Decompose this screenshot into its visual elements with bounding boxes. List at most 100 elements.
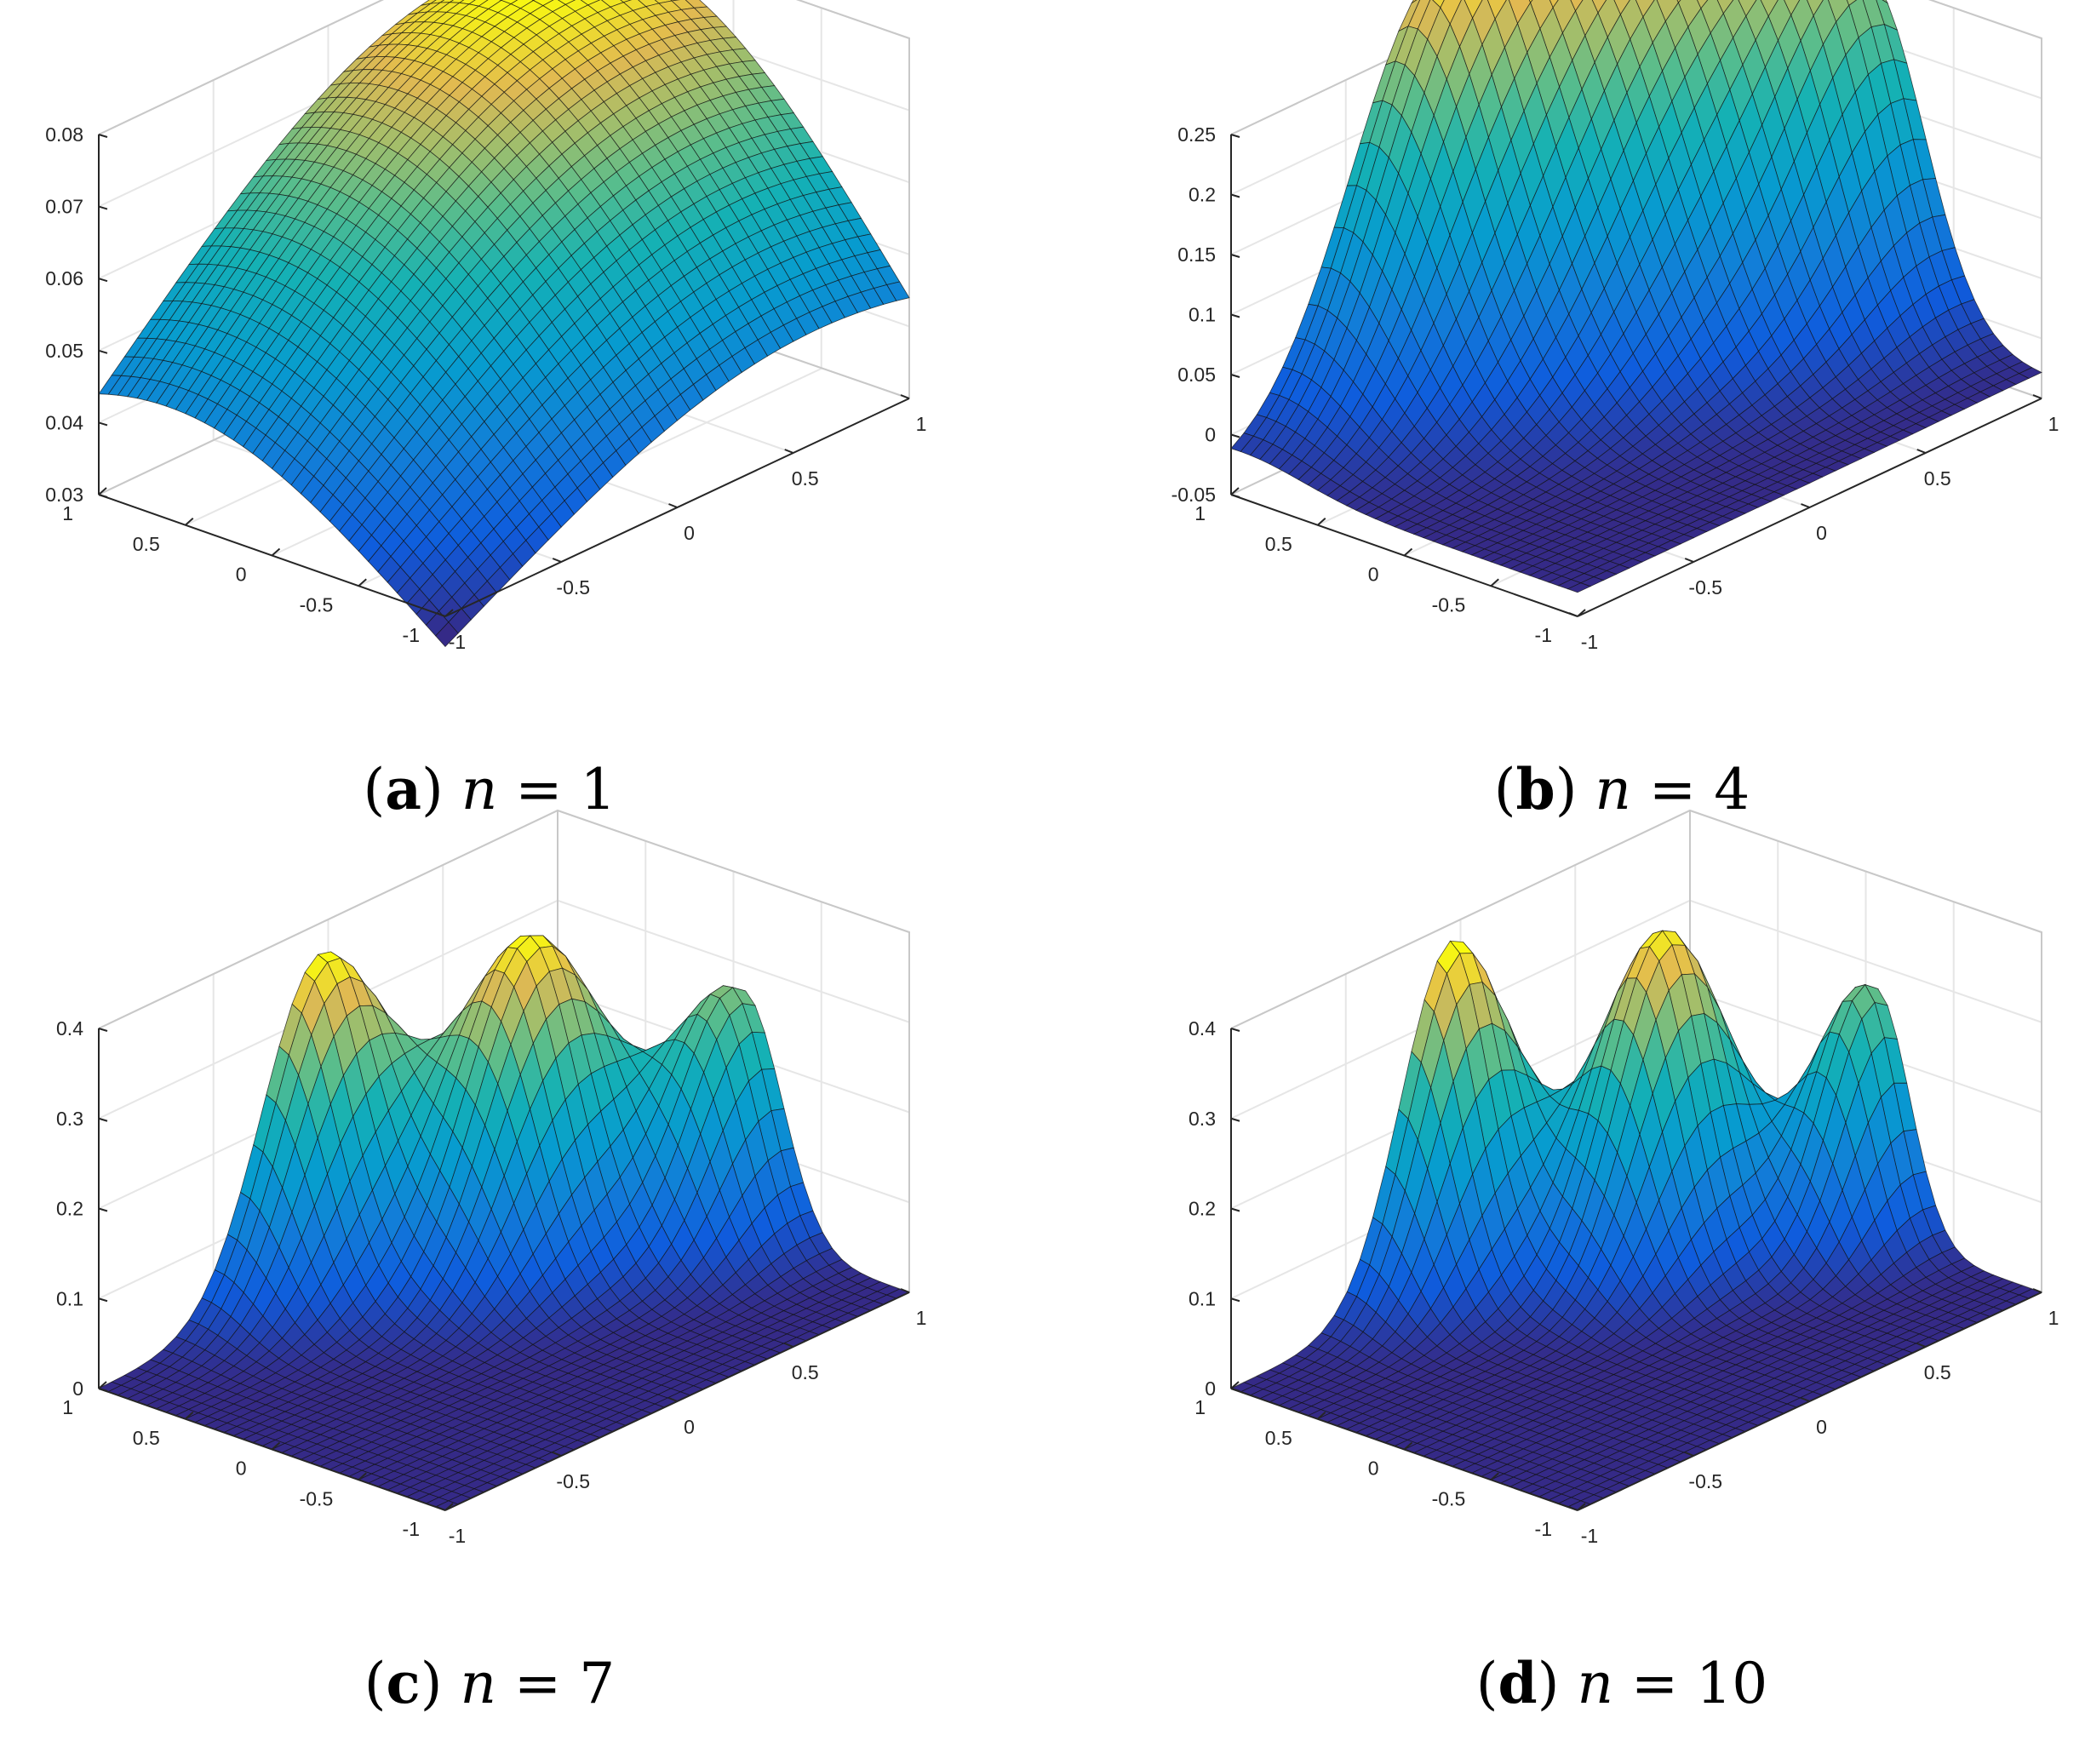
z-tick-label: 0.1 (56, 1287, 83, 1309)
caption-equals: = (497, 757, 580, 822)
z-tick-label: 0 (1205, 1377, 1216, 1400)
front-axes: 0 0.1 0.2 0.3 0.4 -1 -0.5 0 0.5 1 -1 -0.5 0 0.5 1 (1189, 1017, 2059, 1547)
y-tick-label: -1 (1535, 1518, 1552, 1540)
z-tick-label: 0.2 (1189, 1198, 1216, 1220)
y-tick-label: 1 (62, 502, 73, 524)
z-tick-label: 0.3 (56, 1108, 83, 1130)
y-tick-label: -0.5 (300, 1487, 334, 1509)
caption-a: (a) n = 1 (363, 756, 616, 822)
caption-equals: = (496, 1651, 579, 1716)
panel-a: 0.03 0.04 0.05 0.06 0.07 0.08 -1 -0.5 0 0.5 1 -1 -0.… (45, 0, 926, 653)
x-tick-label: 1 (2048, 1307, 2059, 1329)
surface (97, 935, 911, 1511)
caption-equals: = (1613, 1651, 1696, 1716)
caption-variable: n (1595, 757, 1631, 822)
y-tick-label: 0 (236, 564, 247, 586)
y-tick-label: -0.5 (1432, 593, 1466, 616)
z-tick-label: 0.1 (1189, 1287, 1216, 1309)
caption-variable: n (460, 1651, 496, 1716)
z-tick-label: 0.2 (1189, 184, 1216, 206)
z-tick-label: 0.05 (45, 340, 83, 362)
panel-d: 0 0.1 0.2 0.3 0.4 -1 -0.5 0 0.5 1 -1 -0.5 0 0.5 1 (1189, 809, 2059, 1547)
y-tick-label: 0 (236, 1458, 247, 1480)
x-tick-label: 0 (684, 1416, 695, 1438)
front-axes: -0.05 0 0.05 0.1 0.15 0.2 0.25 -1 -0.5 0 0.5 1 -1 -0.… (1171, 123, 2059, 653)
x-tick-label: 1 (2048, 413, 2059, 435)
z-tick-label: 0.15 (1177, 243, 1216, 266)
y-tick-label: 1 (1194, 1396, 1206, 1418)
z-tick-label: 0 (1205, 424, 1216, 446)
x-tick-label: 0 (1816, 1416, 1827, 1438)
y-tick-label: 0 (1368, 564, 1379, 586)
y-tick-label: 0.5 (133, 1427, 160, 1449)
y-tick-label: 0.5 (1265, 1427, 1292, 1449)
caption-c: (c) n = 7 (364, 1650, 615, 1716)
caption-d: (d) n = 10 (1476, 1650, 1767, 1716)
caption-tag: d (1498, 1650, 1538, 1716)
z-tick-label: 0.04 (45, 411, 83, 433)
caption-paren-close: ) (1555, 757, 1595, 822)
y-tick-label: 0.5 (1265, 533, 1292, 555)
x-tick-label: 0 (1816, 522, 1827, 544)
x-tick-label: -1 (1581, 631, 1598, 653)
z-tick-label: 0.1 (1189, 304, 1216, 326)
y-tick-label: -1 (403, 1518, 420, 1540)
x-tick-label: -1 (449, 1525, 466, 1547)
z-tick-label: 0.3 (1189, 1108, 1216, 1130)
y-tick-label: -1 (403, 624, 420, 646)
caption-paren-open: ( (363, 757, 385, 822)
x-tick-label: -1 (449, 631, 466, 653)
front-axes: 0.03 0.04 0.05 0.06 0.07 0.08 -1 -0.5 0 0.5 1 -1 -0.… (45, 123, 926, 653)
x-tick-label: 0.5 (1924, 467, 1951, 490)
z-tick-label: 0.06 (45, 267, 83, 289)
caption-value: 1 (581, 757, 616, 822)
z-tick-label: 0.05 (1177, 364, 1216, 386)
z-tick-label: 0.07 (45, 196, 83, 218)
x-tick-label: -1 (1581, 1525, 1598, 1547)
x-tick-label: 0.5 (1924, 1361, 1951, 1383)
z-tick-label: 0.4 (1189, 1017, 1216, 1040)
y-tick-label: 0 (1368, 1458, 1379, 1480)
panel-c: 0 0.1 0.2 0.3 0.4 -1 -0.5 0 0.5 1 -1 -0.5 0 0.5 1 (56, 809, 926, 1547)
caption-variable: n (461, 757, 498, 822)
y-tick-label: -0.5 (1432, 1487, 1466, 1509)
x-tick-label: -0.5 (1688, 576, 1722, 598)
z-tick-label: 0.2 (56, 1198, 83, 1220)
y-tick-label: 0.5 (133, 533, 160, 555)
x-tick-label: 0.5 (792, 467, 819, 490)
x-tick-label: 1 (916, 1307, 927, 1329)
z-tick-label: -0.05 (1171, 484, 1216, 506)
y-tick-label: 1 (1194, 502, 1206, 524)
y-tick-label: -1 (1535, 624, 1552, 646)
caption-variable: n (1577, 1651, 1613, 1716)
caption-paren-close: ) (421, 757, 461, 822)
caption-equals: = (1631, 757, 1714, 822)
caption-value: 7 (579, 1651, 615, 1716)
surface (1230, 0, 2042, 593)
caption-paren-close: ) (1538, 1651, 1578, 1716)
caption-b: (b) n = 4 (1494, 756, 1750, 822)
surface (98, 0, 910, 648)
x-tick-label: -0.5 (556, 576, 590, 598)
x-tick-label: -0.5 (1688, 1470, 1722, 1492)
x-tick-label: -0.5 (556, 1470, 590, 1492)
z-tick-label: 0 (72, 1377, 83, 1400)
y-tick-label: -0.5 (300, 593, 334, 616)
caption-paren-open: ( (1476, 1651, 1498, 1716)
x-tick-label: 0.5 (792, 1361, 819, 1383)
z-tick-label: 0.25 (1177, 123, 1216, 146)
z-tick-label: 0.03 (45, 484, 83, 506)
caption-paren-close: ) (421, 1651, 461, 1716)
surface (1229, 930, 2043, 1511)
z-tick-label: 0.08 (45, 123, 83, 146)
panel-b: -0.05 0 0.05 0.1 0.15 0.2 0.25 -1 -0.5 0 0.5 1 -1 -0.… (1171, 0, 2059, 653)
caption-tag: c (387, 1650, 421, 1716)
caption-tag: b (1516, 756, 1555, 822)
front-axes: 0 0.1 0.2 0.3 0.4 -1 -0.5 0 0.5 1 -1 -0.5 0 0.5 1 (56, 1017, 926, 1547)
caption-value: 10 (1696, 1651, 1767, 1716)
z-tick-label: 0.4 (56, 1017, 83, 1040)
caption-tag: a (385, 756, 421, 822)
caption-value: 4 (1714, 757, 1750, 822)
x-tick-label: 0 (684, 522, 695, 544)
